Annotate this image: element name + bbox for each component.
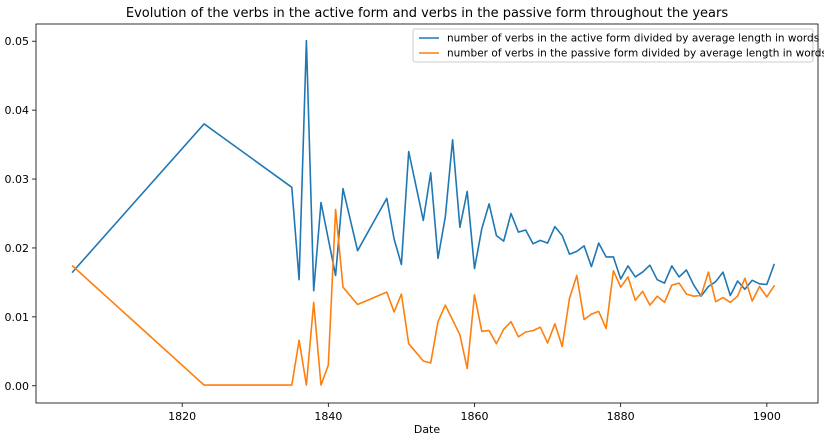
chart-title: Evolution of the verbs in the active for… — [126, 6, 728, 21]
y-tick-label: 0.01 — [5, 311, 30, 324]
legend: number of verbs in the active form divid… — [413, 29, 824, 62]
y-tick-label: 0.03 — [5, 173, 30, 186]
x-tick-label: 1900 — [753, 410, 781, 423]
y-tick-label: 0.02 — [5, 242, 30, 255]
legend-label-passive: number of verbs in the passive form divi… — [447, 48, 824, 60]
x-tick-label: 1860 — [461, 410, 489, 423]
x-axis-label: Date — [414, 423, 441, 436]
x-tick-label: 1840 — [314, 410, 342, 423]
y-tick-label: 0.04 — [5, 104, 30, 117]
x-tick-label: 1880 — [607, 410, 635, 423]
y-tick-label: 0.00 — [5, 380, 30, 393]
legend-label-active: number of verbs in the active form divid… — [447, 33, 819, 45]
x-tick-label: 1820 — [168, 410, 196, 423]
y-tick-label: 0.05 — [5, 35, 30, 48]
